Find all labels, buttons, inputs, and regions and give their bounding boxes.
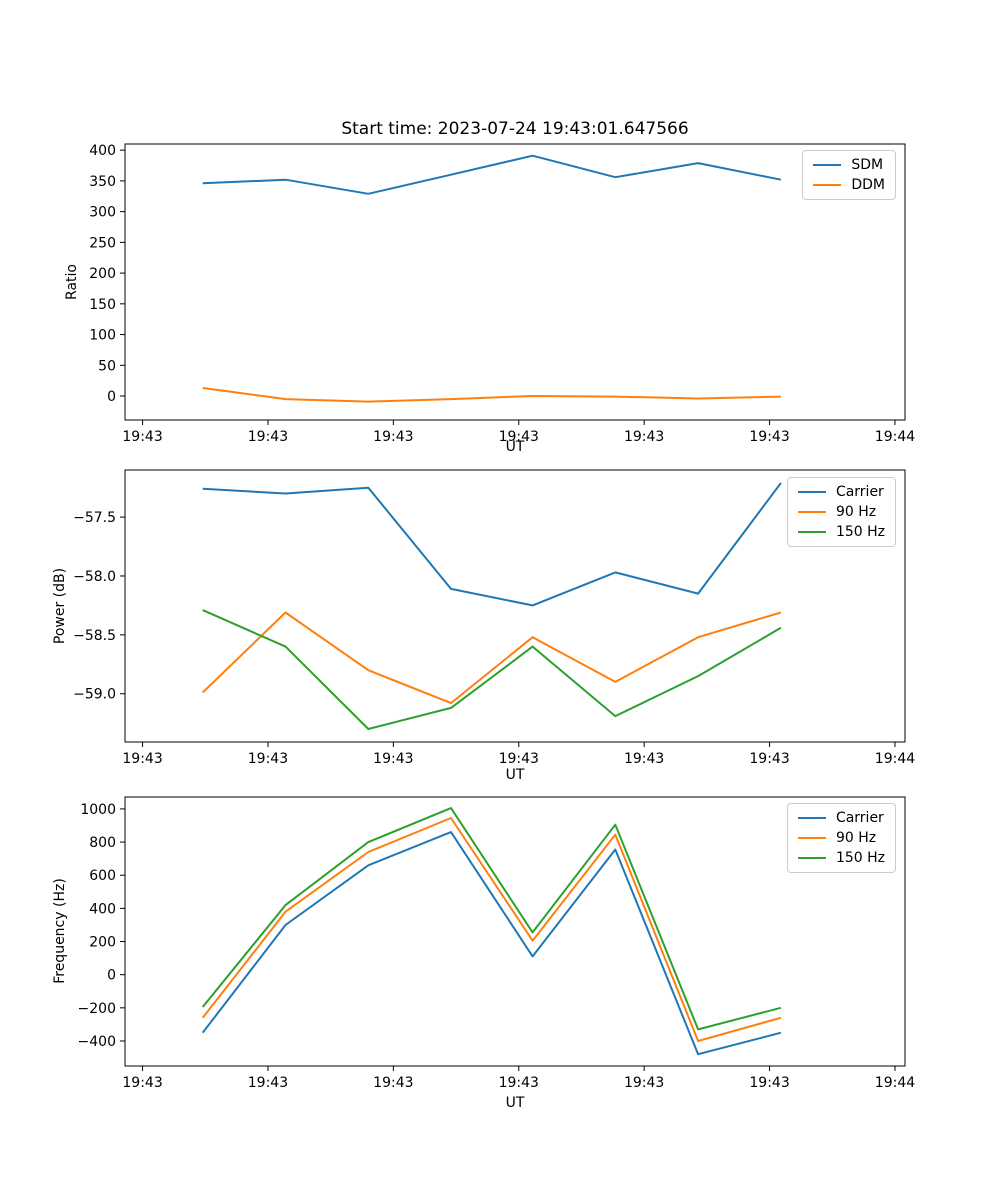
axes-1: 19:43 19:43 19:43 19:43 19:43 19:43 19:44 −57.5…: [73, 469, 915, 767]
x-tick-label: 19:43: [624, 429, 664, 445]
legend-label: 90 Hz: [835, 504, 877, 520]
legend-line-swatch: [797, 857, 826, 859]
y-tick-label: −59.0: [73, 687, 116, 703]
x-tick-label: 19:43: [122, 429, 162, 445]
y-tick-label: −200: [78, 1001, 116, 1017]
x-tick-label: 19:43: [373, 429, 413, 445]
ylabel-frequency: Frequency (Hz): [52, 878, 68, 984]
xlabel-ut-middle: UT: [505, 767, 525, 783]
legend-power: Carrier 90 Hz 150 Hz: [786, 477, 896, 547]
legend-item: 90 Hz: [797, 504, 885, 520]
legend-item: 90 Hz: [797, 830, 885, 846]
y-tick-label: 800: [89, 835, 116, 851]
legend-item: 150 Hz: [797, 524, 885, 540]
y-tick-label: −400: [78, 1034, 116, 1050]
legend-item: 150 Hz: [797, 850, 885, 866]
legend-item: DDM: [813, 177, 885, 193]
legend-label: Carrier: [835, 810, 884, 826]
legend-line-swatch: [797, 531, 826, 533]
y-tick-label: 600: [89, 868, 116, 884]
x-tick-label: 19:43: [373, 751, 413, 767]
y-tick-label: 0: [107, 389, 116, 405]
legend-line-swatch: [797, 491, 826, 493]
x-tick-label: 19:43: [624, 1075, 664, 1091]
x-tick-label: 19:43: [749, 751, 789, 767]
y-tick-label: 400: [89, 143, 116, 159]
x-tick-label: 19:44: [875, 1075, 915, 1091]
x-tick-label: 19:43: [499, 751, 539, 767]
ylabel-ratio: Ratio: [64, 264, 80, 300]
legend-frequency: Carrier 90 Hz 150 Hz: [786, 803, 896, 873]
series-line-carrier: [202, 482, 782, 607]
y-tick-label: −57.5: [73, 510, 116, 526]
x-tick-label: 19:43: [499, 429, 539, 445]
x-tick-label: 19:43: [499, 1075, 539, 1091]
axes-2: 19:43 19:43 19:43 19:43 19:43 19:43 19:44 1000 8…: [78, 796, 915, 1091]
series-line-150-hz: [201, 807, 782, 1031]
x-tick-label: 19:43: [373, 1075, 413, 1091]
series-line-ddm: [202, 387, 781, 403]
y-tick-label: 1000: [80, 802, 116, 818]
y-tick-label: −58.0: [73, 569, 116, 585]
y-tick-label: 150: [89, 297, 116, 313]
x-tick-label: 19:43: [248, 751, 288, 767]
legend-label: SDM: [851, 157, 884, 173]
legend-item: Carrier: [797, 810, 885, 826]
legend-ratio: SDM DDM: [802, 150, 896, 200]
legend-item: Carrier: [797, 484, 885, 500]
y-tick-label: 200: [89, 935, 116, 951]
ylabel-power: Power (dB): [52, 567, 68, 645]
axes-frame: [124, 143, 906, 421]
x-tick-label: 19:43: [122, 751, 162, 767]
x-tick-label: 19:43: [248, 429, 288, 445]
legend-line-swatch: [797, 511, 826, 513]
series-line-sdm: [202, 154, 782, 195]
xlabel-ut-top: UT: [505, 439, 525, 455]
legend-label: 90 Hz: [835, 830, 877, 846]
y-tick-label: 400: [89, 901, 116, 917]
series-line-90-hz: [201, 817, 782, 1042]
legend-line-swatch: [797, 817, 826, 819]
legend-line-swatch: [813, 164, 842, 166]
y-tick-label: −58.5: [73, 628, 116, 644]
x-tick-label: 19:43: [749, 1075, 789, 1091]
xlabel-ut-bottom: UT: [505, 1095, 525, 1111]
axes-0: 19:43 19:43 19:43 19:43 19:43 19:43 19:44 400 35…: [89, 143, 915, 445]
series-line-90-hz: [202, 611, 782, 705]
y-tick-label: 50: [98, 358, 116, 374]
x-tick-label: 19:44: [875, 429, 915, 445]
legend-line-swatch: [797, 837, 826, 839]
y-tick-label: 350: [89, 174, 116, 190]
legend-label: DDM: [851, 177, 885, 193]
x-tick-label: 19:43: [248, 1075, 288, 1091]
x-tick-label: 19:43: [749, 429, 789, 445]
x-tick-label: 19:44: [875, 751, 915, 767]
y-tick-label: 300: [89, 205, 116, 221]
axes-frame: [124, 796, 906, 1067]
legend-label: 150 Hz: [835, 524, 885, 540]
legend-label: Carrier: [835, 484, 884, 500]
axes-frame: [124, 469, 906, 743]
y-tick-label: 0: [107, 968, 116, 984]
x-tick-label: 19:43: [122, 1075, 162, 1091]
x-tick-label: 19:43: [624, 751, 664, 767]
legend-line-swatch: [813, 184, 842, 186]
y-tick-label: 200: [89, 266, 116, 282]
figure-title: Start time: 2023-07-24 19:43:01.647566: [341, 119, 689, 139]
y-tick-label: 100: [89, 328, 116, 344]
legend-item: SDM: [813, 157, 885, 173]
series-line-150-hz: [202, 609, 782, 730]
legend-label: 150 Hz: [835, 850, 885, 866]
series-line-carrier: [201, 831, 782, 1056]
y-tick-label: 250: [89, 235, 116, 251]
